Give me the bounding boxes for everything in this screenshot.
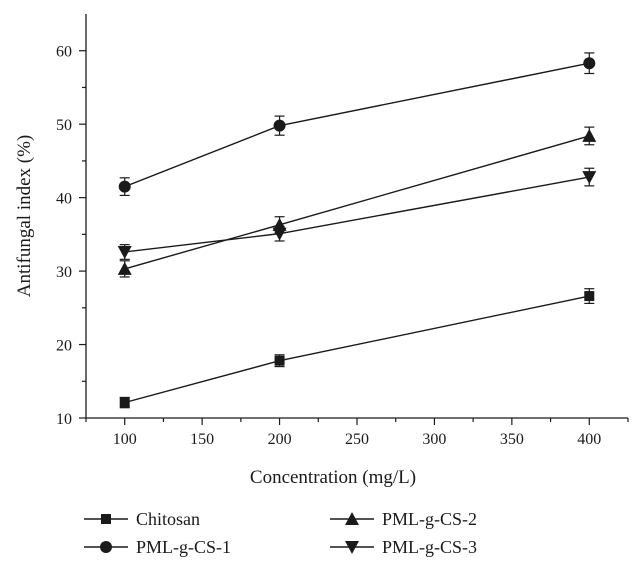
legend-item: PML-g-CS-1 — [84, 537, 231, 557]
series-pml-g-cs-3 — [117, 167, 597, 260]
x-tick-label: 200 — [268, 431, 292, 448]
data-point — [582, 171, 597, 185]
y-tick-label: 20 — [56, 338, 72, 355]
x-tick-label: 350 — [500, 431, 524, 448]
series-line — [124, 176, 590, 253]
series-pml-g-cs-1 — [118, 52, 596, 197]
legend-item: Chitosan — [84, 509, 200, 529]
y-tick-label: 60 — [56, 44, 72, 61]
legend-marker — [101, 514, 111, 524]
y-axis-title: Antifungal index (%) — [14, 135, 35, 298]
y-tick-label: 30 — [56, 264, 72, 281]
y-tick-label: 10 — [56, 411, 72, 428]
data-point — [274, 355, 285, 366]
legend-marker — [345, 512, 359, 525]
legend: Chitosan PML-g-CS-1 PML-g-CS-2 PML-g-CS-3 — [84, 509, 477, 557]
legend-label: Chitosan — [136, 509, 200, 529]
legend-marker — [100, 541, 112, 553]
data-point — [584, 291, 595, 302]
x-tick-label: 300 — [422, 431, 446, 448]
x-tick-label: 100 — [113, 431, 137, 448]
data-point — [273, 119, 286, 132]
series-chitosan — [119, 288, 595, 409]
data-point — [119, 397, 130, 408]
legend-item: PML-g-CS-2 — [330, 509, 477, 529]
legend-label: PML-g-CS-3 — [382, 537, 477, 557]
x-tick-label: 150 — [190, 431, 214, 448]
data-point — [117, 245, 132, 259]
y-tick-label: 50 — [56, 117, 72, 134]
legend-item: PML-g-CS-3 — [330, 537, 477, 557]
data-point — [582, 128, 597, 142]
data-point — [118, 180, 131, 193]
axes: 100 150 200 250 300 350 400 10 20 30 40 50 60 Concent… — [14, 14, 629, 488]
legend-marker — [345, 541, 359, 554]
y-tick-label: 40 — [56, 191, 72, 208]
series-line — [124, 135, 590, 270]
series-line — [124, 295, 590, 404]
data-point — [117, 261, 132, 275]
data-point — [583, 57, 596, 70]
x-axis-title: Concentration (mg/L) — [250, 467, 416, 488]
data-point — [272, 217, 287, 231]
legend-label: PML-g-CS-1 — [136, 537, 231, 557]
plot-series — [117, 52, 597, 409]
series-line — [124, 62, 590, 188]
x-tick-label: 400 — [577, 431, 601, 448]
series-pml-g-cs-2 — [117, 126, 597, 278]
x-tick-label: 250 — [345, 431, 369, 448]
data-point — [272, 227, 287, 241]
legend-label: PML-g-CS-2 — [382, 509, 477, 529]
